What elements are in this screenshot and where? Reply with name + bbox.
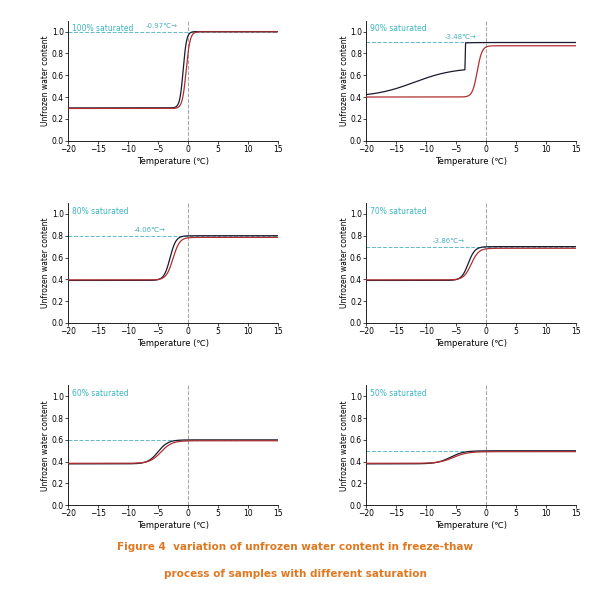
X-axis label: Temperature (℃): Temperature (℃)	[137, 521, 209, 530]
Y-axis label: Unfrozen water content: Unfrozen water content	[339, 400, 349, 491]
Text: -3.86℃→: -3.86℃→	[432, 238, 464, 244]
Text: 70% saturated: 70% saturated	[371, 207, 427, 216]
Y-axis label: Unfrozen water content: Unfrozen water content	[41, 400, 50, 491]
Text: 80% saturated: 80% saturated	[72, 207, 129, 216]
Text: process of samples with different saturation: process of samples with different satura…	[164, 570, 427, 579]
Text: 50% saturated: 50% saturated	[371, 389, 427, 398]
Text: 90% saturated: 90% saturated	[371, 24, 427, 33]
X-axis label: Temperature (℃): Temperature (℃)	[435, 339, 507, 348]
Text: Figure 4  variation of unfrozen water content in freeze-thaw: Figure 4 variation of unfrozen water con…	[118, 542, 473, 551]
Text: 100% saturated: 100% saturated	[72, 24, 134, 33]
Text: 60% saturated: 60% saturated	[72, 389, 129, 398]
X-axis label: Temperature (℃): Temperature (℃)	[137, 339, 209, 348]
Text: -4.06℃→: -4.06℃→	[134, 227, 166, 233]
X-axis label: Temperature (℃): Temperature (℃)	[435, 157, 507, 165]
Y-axis label: Unfrozen water content: Unfrozen water content	[41, 35, 50, 126]
Y-axis label: Unfrozen water content: Unfrozen water content	[339, 35, 349, 126]
Text: -3.48℃→: -3.48℃→	[444, 34, 476, 40]
X-axis label: Temperature (℃): Temperature (℃)	[137, 157, 209, 165]
X-axis label: Temperature (℃): Temperature (℃)	[435, 521, 507, 530]
Y-axis label: Unfrozen water content: Unfrozen water content	[339, 217, 349, 309]
Y-axis label: Unfrozen water content: Unfrozen water content	[41, 217, 50, 309]
Text: -0.97℃→: -0.97℃→	[146, 23, 178, 29]
